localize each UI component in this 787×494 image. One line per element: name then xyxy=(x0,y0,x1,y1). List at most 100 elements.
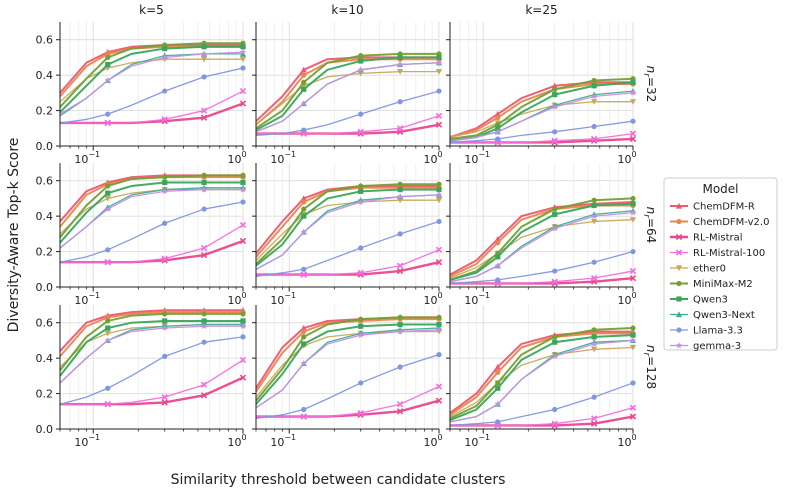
series-line-gemma-3 xyxy=(59,325,243,384)
x-tick-exponent: −1 xyxy=(88,291,100,300)
x-tick-label: 100 xyxy=(227,433,246,449)
y-tick-label: 0.6 xyxy=(36,175,54,188)
data-point xyxy=(435,326,443,333)
data-point xyxy=(239,48,247,55)
column-title: k=5 xyxy=(139,3,164,17)
legend-marker xyxy=(675,265,683,272)
data-point xyxy=(239,374,247,381)
data-point xyxy=(358,53,364,59)
data-point xyxy=(397,54,403,61)
legend-entry: Qwen3-Next xyxy=(693,310,755,321)
data-point xyxy=(630,79,636,85)
data-point xyxy=(358,188,364,194)
data-point xyxy=(495,254,501,260)
x-tick-label: 10−1 xyxy=(464,291,490,307)
series-line-gemma-3 xyxy=(59,188,243,249)
legend-title: Model xyxy=(702,182,738,196)
data-point xyxy=(551,137,558,144)
data-point xyxy=(105,318,111,324)
data-point xyxy=(201,172,207,178)
x-tick-label: 10−1 xyxy=(270,150,296,166)
data-point xyxy=(591,394,597,400)
data-point xyxy=(200,251,208,259)
x-tick-exponent: 0 xyxy=(437,291,442,300)
data-point xyxy=(104,337,111,344)
data-point xyxy=(357,269,364,276)
legend-entry: ChemDFM-v2.0 xyxy=(693,217,769,228)
y-tick-label: 0.2 xyxy=(36,388,54,401)
x-tick-base: 10 xyxy=(74,153,88,166)
data-point xyxy=(104,195,111,202)
data-point xyxy=(105,325,111,331)
legend-entry: ChemDFM-R xyxy=(693,202,755,213)
legend-marker xyxy=(676,296,682,302)
x-tick-exponent: 0 xyxy=(437,150,442,159)
data-point xyxy=(495,380,501,386)
data-point xyxy=(104,259,111,266)
x-tick-label: 10−1 xyxy=(74,150,100,166)
data-point xyxy=(161,255,168,262)
data-point xyxy=(551,103,558,110)
data-point xyxy=(552,206,558,212)
data-point xyxy=(201,74,207,80)
data-point xyxy=(301,213,307,219)
data-point xyxy=(591,334,597,340)
data-point xyxy=(436,218,442,225)
data-point xyxy=(552,92,558,98)
y-tick-label: 0.6 xyxy=(36,34,54,47)
data-point xyxy=(358,58,364,64)
data-point xyxy=(436,314,442,320)
legend-entry: ether0 xyxy=(693,264,726,275)
data-point xyxy=(357,409,364,417)
data-point xyxy=(201,311,207,317)
data-point xyxy=(591,259,597,265)
data-point xyxy=(629,413,637,420)
data-point xyxy=(591,202,597,209)
data-point xyxy=(551,352,558,360)
y-tick-label: 0.0 xyxy=(36,281,54,294)
data-point xyxy=(201,339,207,345)
x-tick-label: 100 xyxy=(423,150,442,166)
data-point xyxy=(629,217,637,223)
legend-marker xyxy=(676,218,682,225)
x-tick-label: 100 xyxy=(227,291,246,307)
data-point xyxy=(552,129,558,135)
data-point xyxy=(201,56,208,63)
data-point xyxy=(301,406,307,413)
data-point xyxy=(629,89,637,96)
data-point xyxy=(630,332,636,338)
row-title-letter: n xyxy=(644,345,658,353)
data-point xyxy=(591,77,597,84)
data-point xyxy=(104,205,111,212)
data-point xyxy=(105,190,111,196)
data-point xyxy=(552,339,558,345)
data-point xyxy=(630,118,636,124)
data-point xyxy=(357,198,364,205)
series-line-gemma-3 xyxy=(255,62,440,133)
x-tick-exponent: 0 xyxy=(631,150,636,159)
data-point xyxy=(105,183,111,189)
x-tick-base: 10 xyxy=(423,436,437,449)
legend-marker xyxy=(675,202,683,209)
data-point xyxy=(629,274,637,282)
data-point xyxy=(435,121,443,128)
data-point xyxy=(162,318,168,324)
data-point xyxy=(161,116,168,123)
data-point xyxy=(200,381,208,388)
data-point xyxy=(105,54,111,61)
row-title-sub: r xyxy=(641,214,651,219)
y-tick-label: 0.4 xyxy=(36,69,54,82)
data-point xyxy=(590,212,598,219)
data-point xyxy=(240,179,246,186)
x-tick-base: 10 xyxy=(270,153,284,166)
data-point xyxy=(435,383,443,390)
legend-entry: Qwen3 xyxy=(693,295,728,306)
panel-r2-c2: 10−1 100 xyxy=(252,163,443,307)
data-point xyxy=(105,247,111,253)
data-point xyxy=(301,127,307,133)
data-point xyxy=(240,318,246,324)
data-point xyxy=(396,125,404,132)
